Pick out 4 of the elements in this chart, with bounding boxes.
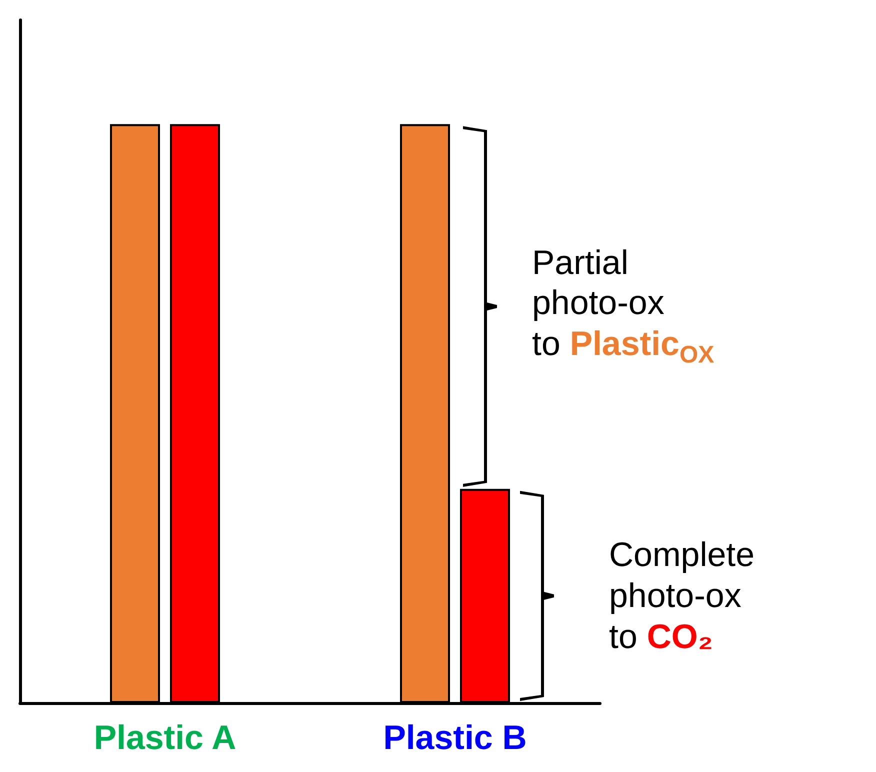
x-tick-label: Plastic A: [94, 719, 236, 757]
annotation: Partial photo-ox to Plastic$_{OX}$: [532, 242, 716, 371]
text: Complete photo-ox to CO₂: [609, 534, 756, 658]
x-tick-label: Plastic B: [383, 719, 527, 757]
